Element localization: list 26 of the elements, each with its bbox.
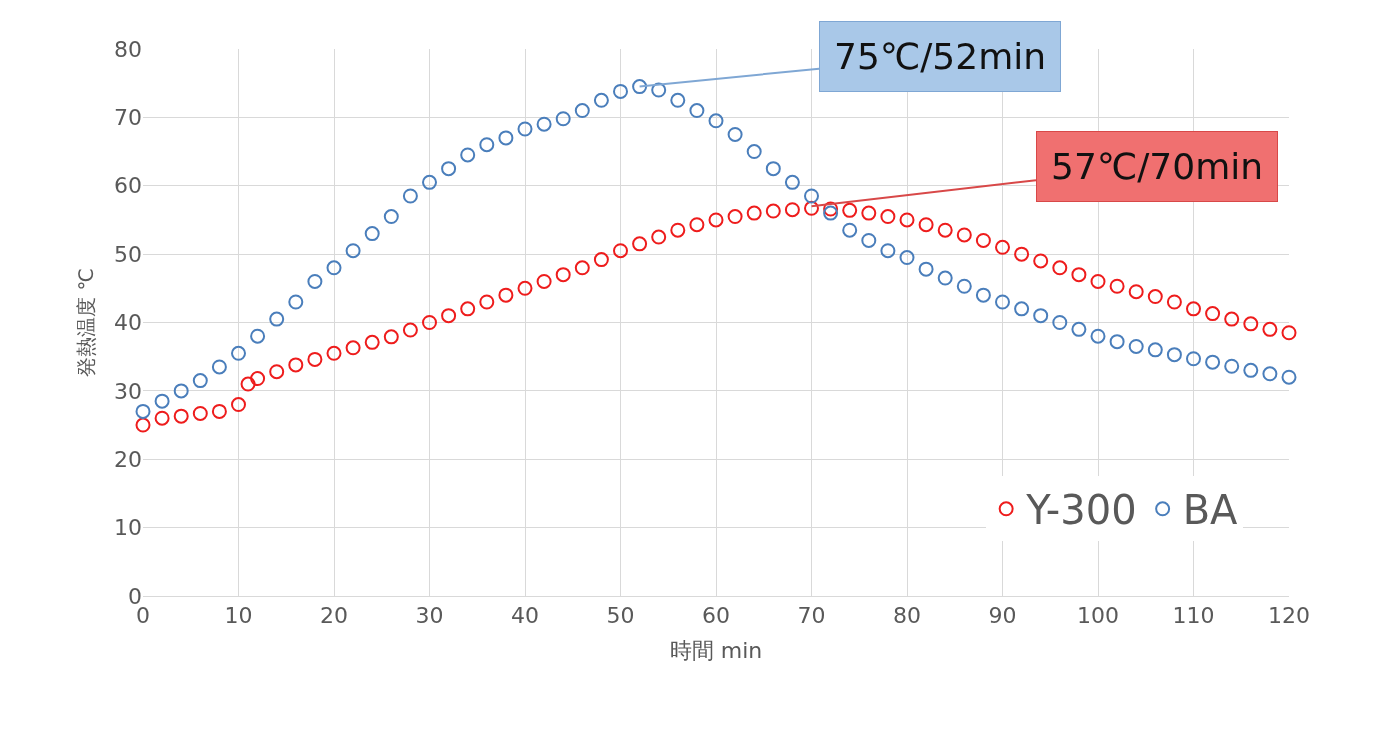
x-tick-label: 120 [1268,603,1310,629]
x-tick-label: 30 [415,603,444,629]
x-tick-label: 40 [511,603,539,629]
y-tick-label: 20 [114,446,142,472]
x-tick-label: 70 [797,603,826,629]
legend-label: Y-300 [1025,487,1137,534]
x-tick-label: 20 [320,603,348,629]
x-tick-label: 110 [1172,603,1215,629]
y-tick-label: 50 [114,241,142,267]
annotation: 75℃/52min [834,36,1047,77]
x-axis-title: 時間 min [669,638,763,664]
y-tick-label: 30 [114,378,142,404]
x-tick-label: 10 [224,603,253,629]
annotation: 57℃/70min [1051,146,1264,187]
y-tick-label: 70 [114,105,142,131]
y-tick-label: 40 [114,310,142,336]
y-tick-label: 60 [114,173,142,199]
x-tick-label: 100 [1077,603,1119,629]
x-tick-label: 60 [702,603,730,629]
x-tick-label: 80 [893,603,921,629]
y-tick-label: 80 [114,36,142,62]
y-tick-label: 10 [114,515,142,541]
legend-label: BA [1182,487,1239,534]
x-tick-label: 50 [606,603,635,629]
y-axis-title: 発熱温度 ℃ [73,268,98,377]
x-tick-label: 90 [988,603,1017,629]
